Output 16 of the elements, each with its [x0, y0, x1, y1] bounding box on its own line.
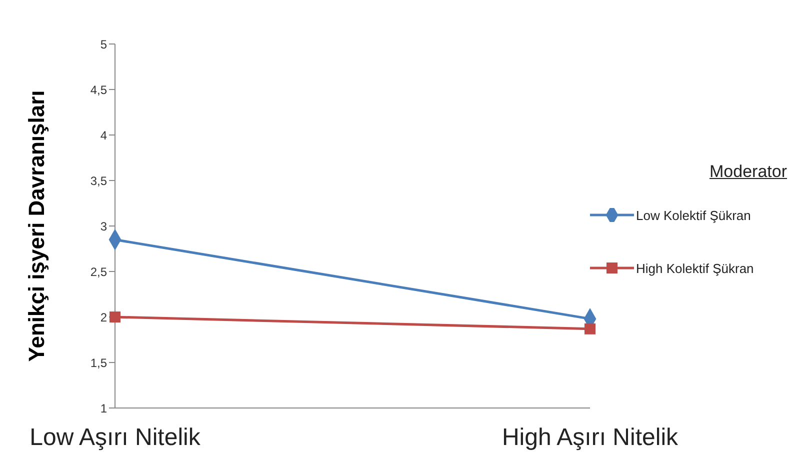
x-tick-label: High Aşırı Nitelik — [502, 424, 680, 452]
y-tick-label: 3 — [100, 219, 108, 234]
legend-label: High Kolektif Şükran — [636, 260, 754, 276]
y-axis-title: Yenikçi işyeri Davranışları — [24, 90, 49, 362]
y-tick-label: 1,5 — [90, 356, 108, 370]
y-tick-label: 5 — [100, 37, 108, 52]
y-tick-label: 4,5 — [90, 82, 108, 97]
legend-label: Low Kolektif Şükran — [636, 208, 751, 222]
y-tick-label: 1 — [100, 401, 108, 416]
legend-title: Moderator — [708, 162, 788, 182]
y-tick-label: 3,5 — [90, 174, 108, 188]
x-tick-label: Low Aşırı Nitelik — [30, 424, 202, 452]
y-tick-label: 4 — [100, 128, 108, 142]
point — [110, 312, 120, 322]
y-tick-label: 2,5 — [90, 264, 108, 279]
y-tick-label: 2 — [100, 310, 108, 324]
